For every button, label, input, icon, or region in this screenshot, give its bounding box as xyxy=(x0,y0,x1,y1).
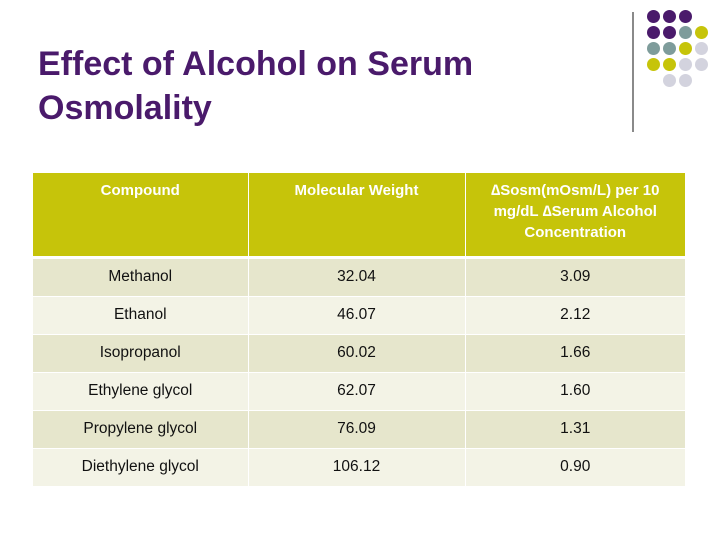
cell-molecular-weight: 32.04 xyxy=(248,257,466,297)
decorative-dot xyxy=(695,58,708,71)
slide-title: Effect of Alcohol on Serum Osmolality xyxy=(38,42,598,130)
decorative-dot xyxy=(663,42,676,55)
table-row: Diethylene glycol 106.12 0.90 xyxy=(33,448,685,487)
table-row: Ethanol 46.07 2.12 xyxy=(33,296,685,335)
cell-molecular-weight: 46.07 xyxy=(248,296,466,335)
cell-compound: Propylene glycol xyxy=(33,410,249,449)
decorative-dot xyxy=(679,42,692,55)
cell-molecular-weight: 76.09 xyxy=(248,410,466,449)
column-header-molecular-weight: Molecular Weight xyxy=(248,173,466,257)
decorative-dot xyxy=(663,74,676,87)
column-header-compound: Compound xyxy=(33,173,249,257)
cell-delta-sosm: 1.66 xyxy=(465,334,685,373)
cell-molecular-weight: 60.02 xyxy=(248,334,466,373)
cell-compound: Ethanol xyxy=(33,296,249,335)
decorative-dot xyxy=(647,26,660,39)
cell-delta-sosm: 1.60 xyxy=(465,372,685,411)
slide-title-line2: Osmolality xyxy=(38,89,212,127)
decorative-dot xyxy=(663,10,676,23)
table-row: Ethylene glycol 62.07 1.60 xyxy=(33,372,685,411)
table-row: Isopropanol 60.02 1.66 xyxy=(33,334,685,373)
cell-molecular-weight: 62.07 xyxy=(248,372,466,411)
decorative-divider xyxy=(632,12,634,132)
decorative-dot xyxy=(679,26,692,39)
cell-molecular-weight: 106.12 xyxy=(248,448,466,487)
table-row: Propylene glycol 76.09 1.31 xyxy=(33,410,685,449)
cell-delta-sosm: 0.90 xyxy=(465,448,685,487)
cell-compound: Isopropanol xyxy=(33,334,249,373)
decorative-dot xyxy=(647,10,660,23)
cell-compound: Diethylene glycol xyxy=(33,448,249,487)
cell-delta-sosm: 1.31 xyxy=(465,410,685,449)
cell-compound: Ethylene glycol xyxy=(33,372,249,411)
alcohol-osmolality-table: Compound Molecular Weight ∆Sosm(mOsm/L) … xyxy=(33,173,685,487)
decorative-dot xyxy=(679,10,692,23)
table-body: Methanol 32.04 3.09 Ethanol 46.07 2.12 Isoprop… xyxy=(33,257,685,487)
decorative-dot xyxy=(663,26,676,39)
decorative-dot xyxy=(679,74,692,87)
table-row: Methanol 32.04 3.09 xyxy=(33,257,685,297)
decorative-dot xyxy=(663,58,676,71)
cell-delta-sosm: 2.12 xyxy=(465,296,685,335)
decorative-dot xyxy=(647,58,660,71)
slide-title-line1: Effect of Alcohol on Serum xyxy=(38,45,474,83)
cell-delta-sosm: 3.09 xyxy=(465,257,685,297)
table-header-row: Compound Molecular Weight ∆Sosm(mOsm/L) … xyxy=(33,173,685,257)
decorative-dot xyxy=(695,26,708,39)
column-header-delta-sosm: ∆Sosm(mOsm/L) per 10 mg/dL ∆Serum Alcoho… xyxy=(465,173,685,257)
decorative-dot xyxy=(679,58,692,71)
decorative-dot xyxy=(695,42,708,55)
cell-compound: Methanol xyxy=(33,257,249,297)
decorative-dot xyxy=(647,42,660,55)
